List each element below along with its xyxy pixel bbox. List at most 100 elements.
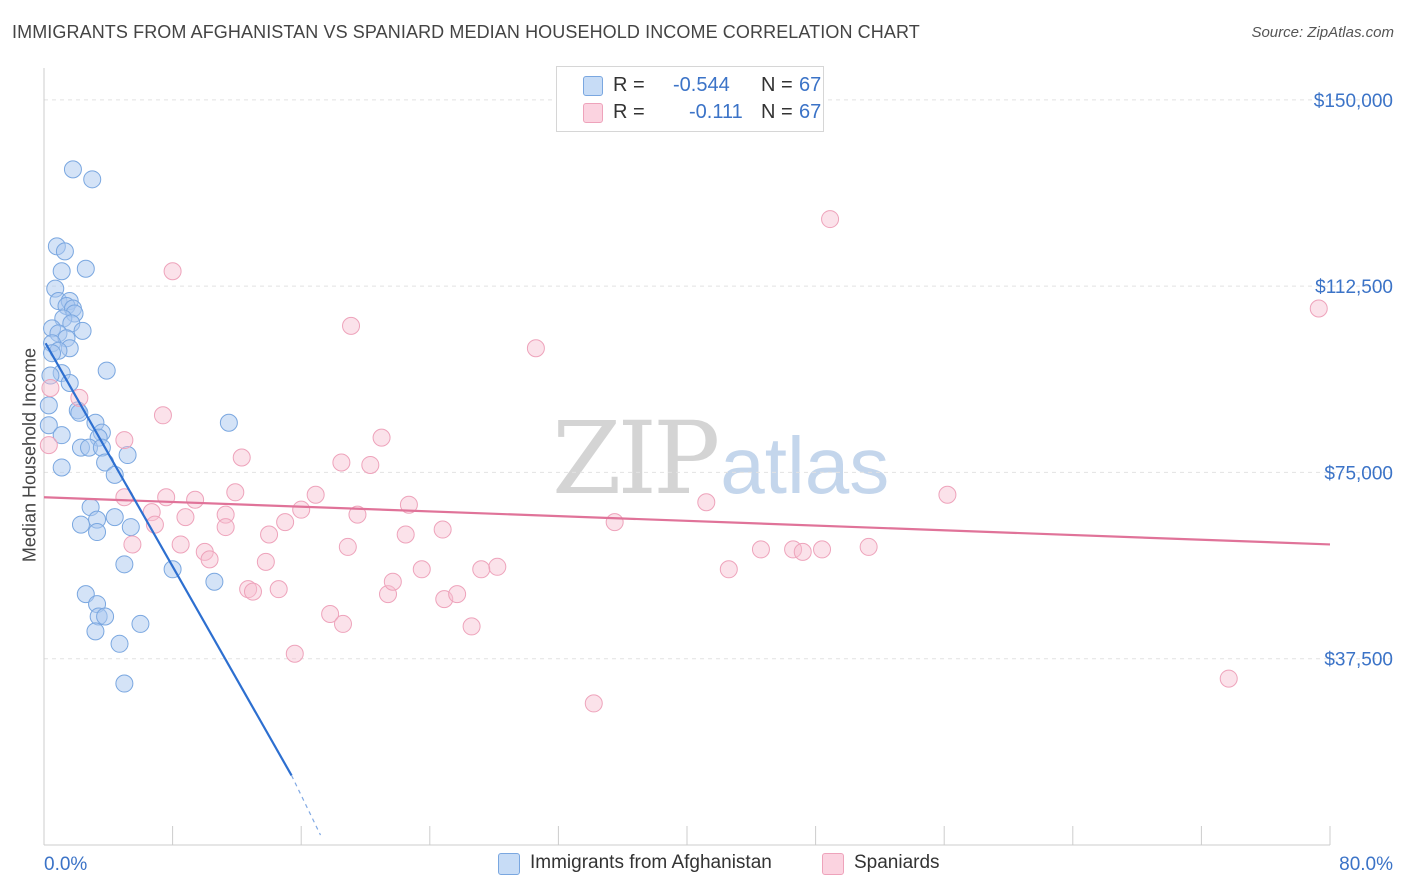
data-point-spaniards xyxy=(342,316,361,335)
data-point-spaniards xyxy=(39,436,58,455)
series-spaniards-points xyxy=(39,210,1328,713)
data-point-spaniards xyxy=(153,406,172,425)
legend-n-label: N = xyxy=(761,74,793,96)
watermark: ZIPatlas xyxy=(552,400,889,517)
data-point-spaniards xyxy=(115,431,134,450)
data-point-spaniards xyxy=(938,485,957,504)
tick-labels: $37,500 $75,000 $112,500 $150,000 0.0% 80.0% xyxy=(44,91,1393,875)
data-point-spaniards xyxy=(1309,299,1328,318)
data-point-afghanistan xyxy=(52,458,71,477)
series-afghanistan-points xyxy=(39,160,238,693)
y-tick-label: $112,500 xyxy=(1315,277,1393,298)
data-point-spaniards xyxy=(433,520,452,539)
data-point-spaniards xyxy=(399,495,418,514)
data-point-afghanistan xyxy=(52,426,71,445)
grid-lines xyxy=(44,99,1395,660)
data-point-spaniards xyxy=(719,560,738,579)
trend-lines xyxy=(43,342,1331,836)
data-point-afghanistan xyxy=(110,634,129,653)
data-point-afghanistan xyxy=(96,607,115,626)
data-point-spaniards xyxy=(697,493,716,512)
data-point-spaniards xyxy=(269,580,288,599)
data-point-afghanistan xyxy=(73,321,92,340)
data-point-afghanistan xyxy=(76,585,95,604)
data-point-spaniards xyxy=(239,580,258,599)
data-point-spaniards xyxy=(813,540,832,559)
axes xyxy=(43,68,1331,846)
data-point-afghanistan xyxy=(86,622,105,641)
data-point-afghanistan xyxy=(205,572,224,591)
data-point-afghanistan xyxy=(115,555,134,574)
data-point-spaniards xyxy=(260,525,279,544)
x-tick-label: 0.0% xyxy=(44,854,87,875)
trend-line-afghanistan xyxy=(44,342,293,776)
legend-r-value: -0.544 xyxy=(673,74,730,96)
data-point-spaniards xyxy=(216,505,235,524)
data-point-spaniards xyxy=(472,560,491,579)
bottom-legend-swatch-pink xyxy=(822,853,844,875)
data-point-spaniards xyxy=(821,210,840,229)
legend-r-label: R = xyxy=(613,74,645,96)
data-point-afghanistan xyxy=(118,446,137,465)
data-point-afghanistan xyxy=(219,413,238,432)
data-point-spaniards xyxy=(751,540,770,559)
data-point-spaniards xyxy=(859,537,878,556)
data-point-spaniards xyxy=(332,453,351,472)
correlation-legend: R = -0.544 N = 67 R = -0.111 N = 67 xyxy=(556,66,824,132)
data-point-spaniards xyxy=(256,552,275,571)
data-point-afghanistan xyxy=(88,523,107,542)
bottom-legend-swatch-blue xyxy=(498,853,520,875)
data-point-afghanistan xyxy=(41,366,60,385)
legend-swatch-blue xyxy=(583,76,603,96)
data-point-spaniards xyxy=(412,560,431,579)
data-point-afghanistan xyxy=(121,518,140,537)
data-point-spaniards xyxy=(605,513,624,532)
legend-n-label: N = xyxy=(761,101,793,123)
data-point-spaniards xyxy=(276,513,295,532)
data-point-spaniards xyxy=(321,605,340,623)
data-point-spaniards xyxy=(123,535,142,554)
data-point-spaniards xyxy=(186,490,205,509)
data-point-afghanistan xyxy=(83,170,102,189)
data-point-spaniards xyxy=(176,508,195,527)
legend-n-value: 67 xyxy=(799,101,822,123)
data-point-afghanistan xyxy=(39,396,58,415)
data-point-spaniards xyxy=(163,262,182,281)
data-point-spaniards xyxy=(157,488,176,507)
data-point-afghanistan xyxy=(131,614,150,633)
watermark-atlas: atlas xyxy=(720,421,890,510)
data-point-spaniards xyxy=(448,585,467,604)
data-point-spaniards xyxy=(462,617,481,636)
trend-line-spaniards xyxy=(43,496,1331,546)
data-point-afghanistan xyxy=(115,674,134,693)
chart-title: IMMIGRANTS FROM AFGHANISTAN VS SPANIARD … xyxy=(12,22,920,42)
data-point-spaniards xyxy=(1219,669,1238,688)
y-tick-label: $37,500 xyxy=(1324,650,1393,671)
source-credit: Source: ZipAtlas.com xyxy=(1251,24,1394,41)
bottom-legend-label: Spaniards xyxy=(854,852,940,873)
x-tick-label: 80.0% xyxy=(1339,854,1393,875)
data-point-spaniards xyxy=(292,500,311,519)
legend-swatch-pink xyxy=(583,103,603,123)
data-point-afghanistan xyxy=(52,262,71,281)
legend-r-value: -0.111 xyxy=(689,101,743,123)
data-point-spaniards xyxy=(333,614,352,633)
data-point-afghanistan xyxy=(39,416,58,435)
y-tick-label: $150,000 xyxy=(1314,91,1393,112)
data-point-spaniards xyxy=(226,483,245,502)
data-point-afghanistan xyxy=(76,259,95,278)
data-point-spaniards xyxy=(243,582,262,601)
data-point-spaniards xyxy=(372,428,391,447)
data-point-spaniards xyxy=(383,572,402,591)
data-point-spaniards xyxy=(361,455,380,474)
data-point-spaniards xyxy=(171,535,190,554)
data-point-afghanistan xyxy=(97,361,116,380)
data-point-spaniards xyxy=(488,557,507,576)
data-point-spaniards xyxy=(526,339,545,358)
watermark-zip: ZIP xyxy=(552,400,720,517)
data-point-afghanistan xyxy=(71,515,90,534)
data-point-spaniards xyxy=(793,542,812,561)
data-point-spaniards xyxy=(200,550,219,569)
data-point-spaniards xyxy=(348,505,367,524)
